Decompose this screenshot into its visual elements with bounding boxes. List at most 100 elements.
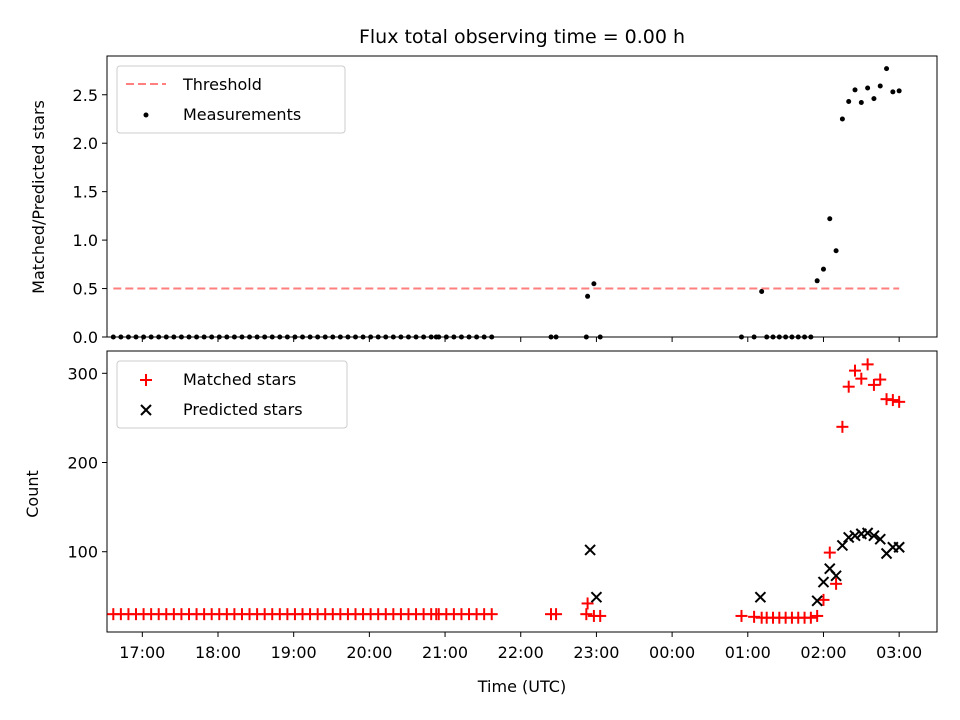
predicted-star-point [811, 595, 823, 607]
x-tick-label: 21:00 [422, 643, 468, 662]
measurement-point [436, 334, 442, 340]
measurement-point [141, 334, 147, 340]
measurement-point [368, 334, 374, 340]
measurement-point [795, 334, 801, 340]
predicted-star-point [836, 539, 849, 552]
measurement-point [156, 334, 162, 340]
matched-star-point [886, 394, 899, 407]
measurement-point [585, 293, 591, 299]
measurement-point [269, 334, 275, 340]
measurement-point [390, 334, 396, 340]
matched-star-point [817, 593, 830, 606]
bottom-y-ticks: 100 200 300 [67, 364, 107, 562]
measurement-point [481, 334, 487, 340]
measurement-point [808, 334, 814, 340]
measurement-point [360, 334, 366, 340]
legend-predicted-marker [140, 404, 152, 416]
matched-star-point [861, 358, 874, 371]
top-y-ticks: 0.0 0.5 1.0 1.5 2.0 2.5 [73, 86, 107, 347]
top-y-tick-label: 1.5 [73, 183, 98, 202]
measurement-point [738, 334, 744, 340]
measurement-point [896, 88, 902, 94]
measurement-point [413, 334, 419, 340]
bottom-y-tick-label: 300 [67, 364, 98, 383]
predicted-star-points [584, 527, 905, 607]
predicted-star-point [830, 570, 842, 582]
matched-star-point [485, 608, 498, 621]
measurement-points [110, 66, 902, 340]
legend-measurements-swatch [143, 112, 149, 118]
measurement-point [548, 334, 554, 340]
predicted-star-point [861, 527, 874, 539]
top-y-tick-label: 0.5 [73, 280, 98, 299]
measurement-point [398, 334, 404, 340]
matched-star-point [867, 378, 880, 391]
matched-star-point [849, 364, 862, 377]
predicted-star-point [584, 544, 596, 556]
measurement-point [820, 266, 826, 272]
measurement-point [133, 334, 139, 340]
measurement-point [110, 334, 116, 340]
measurement-point [858, 100, 864, 106]
bottom-axes-frame [106, 350, 938, 633]
measurement-point [163, 334, 169, 340]
matched-star-point [811, 609, 824, 622]
top-y-tick-label: 0.0 [73, 328, 98, 347]
measurement-point [770, 334, 776, 340]
x-tick-label: 00:00 [649, 643, 695, 662]
top-axes-frame [106, 55, 938, 338]
chart-title: Flux total observing time = 0.00 h [359, 26, 685, 48]
matched-star-points [107, 358, 906, 624]
top-y-axis-label: Matched/Predicted stars [29, 100, 48, 294]
predicted-star-point [874, 533, 886, 545]
matched-star-point [735, 609, 748, 622]
predicted-star-point [849, 529, 861, 542]
x-axis-label: Time (UTC) [477, 677, 566, 696]
measurement-point [216, 334, 222, 340]
measurement-point [591, 281, 597, 287]
predicted-star-point [754, 591, 767, 603]
legend-matched-label: Matched stars [183, 370, 296, 389]
measurement-point [597, 334, 603, 340]
measurement-point [764, 334, 770, 340]
legend-matched-marker [140, 374, 152, 386]
measurement-point [451, 334, 457, 340]
measurement-point [277, 334, 283, 340]
x-tick-label: 22:00 [498, 643, 544, 662]
x-tick-label: 02:00 [800, 643, 846, 662]
measurement-point [865, 85, 871, 91]
top-legend-box [116, 65, 346, 134]
measurement-point [247, 334, 253, 340]
measurement-point [583, 334, 589, 340]
measurement-point [337, 334, 343, 340]
bottom-y-tick-label: 100 [67, 543, 98, 562]
legend-predicted-swatch [140, 404, 152, 416]
matched-star-point [823, 546, 836, 559]
measurement-point [209, 334, 215, 340]
measurement-point [846, 99, 852, 105]
top-y-tick-label: 1.0 [73, 231, 98, 250]
predicted-star-point [817, 576, 830, 588]
measurement-point [884, 66, 890, 72]
measurement-point [890, 89, 896, 95]
bottom-y-tick-label: 200 [67, 454, 98, 473]
measurement-point [262, 334, 268, 340]
predicted-star-point [868, 529, 880, 542]
measurement-point [118, 334, 124, 340]
measurement-point [852, 87, 858, 93]
measurement-point [224, 334, 230, 340]
measurement-point [405, 334, 411, 340]
measurement-point [315, 334, 321, 340]
measurement-point [833, 248, 839, 254]
matched-star-point [830, 577, 843, 590]
matched-star-point [804, 611, 817, 624]
measurement-point [322, 334, 328, 340]
measurement-point [148, 334, 154, 340]
legend-matched-swatch [140, 374, 152, 386]
measurement-point [383, 334, 389, 340]
measurement-point [345, 334, 351, 340]
measurement-point [553, 334, 559, 340]
measurement-point [827, 216, 833, 222]
measurement-point [814, 278, 820, 284]
